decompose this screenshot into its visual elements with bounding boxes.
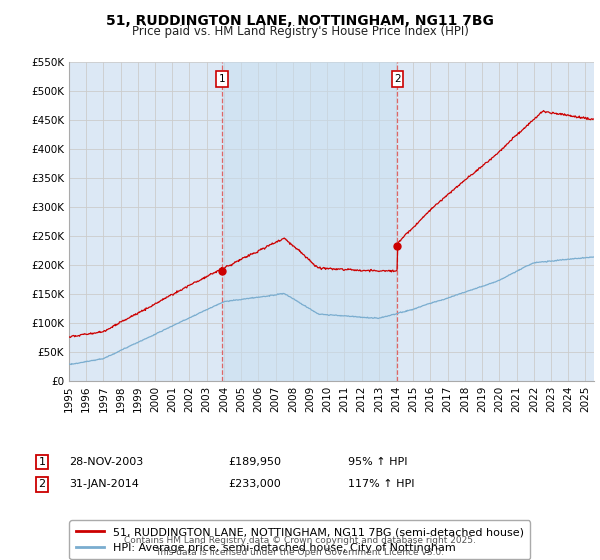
Text: Price paid vs. HM Land Registry's House Price Index (HPI): Price paid vs. HM Land Registry's House …	[131, 25, 469, 38]
Bar	[223, 62, 397, 381]
Text: £233,000: £233,000	[228, 479, 281, 489]
Legend: 51, RUDDINGTON LANE, NOTTINGHAM, NG11 7BG (semi-detached house), HPI: Average pr: 51, RUDDINGTON LANE, NOTTINGHAM, NG11 7B…	[70, 520, 530, 559]
Text: 95% ↑ HPI: 95% ↑ HPI	[348, 457, 407, 467]
Text: 1: 1	[219, 74, 226, 84]
Text: 1: 1	[38, 457, 46, 467]
Text: 117% ↑ HPI: 117% ↑ HPI	[348, 479, 415, 489]
Text: 28-NOV-2003: 28-NOV-2003	[69, 457, 143, 467]
Text: 2: 2	[394, 74, 401, 84]
Text: 31-JAN-2014: 31-JAN-2014	[69, 479, 139, 489]
Text: 51, RUDDINGTON LANE, NOTTINGHAM, NG11 7BG: 51, RUDDINGTON LANE, NOTTINGHAM, NG11 7B…	[106, 14, 494, 28]
Text: £189,950: £189,950	[228, 457, 281, 467]
Text: 2: 2	[38, 479, 46, 489]
Text: Contains HM Land Registry data © Crown copyright and database right 2025.
This d: Contains HM Land Registry data © Crown c…	[124, 536, 476, 557]
